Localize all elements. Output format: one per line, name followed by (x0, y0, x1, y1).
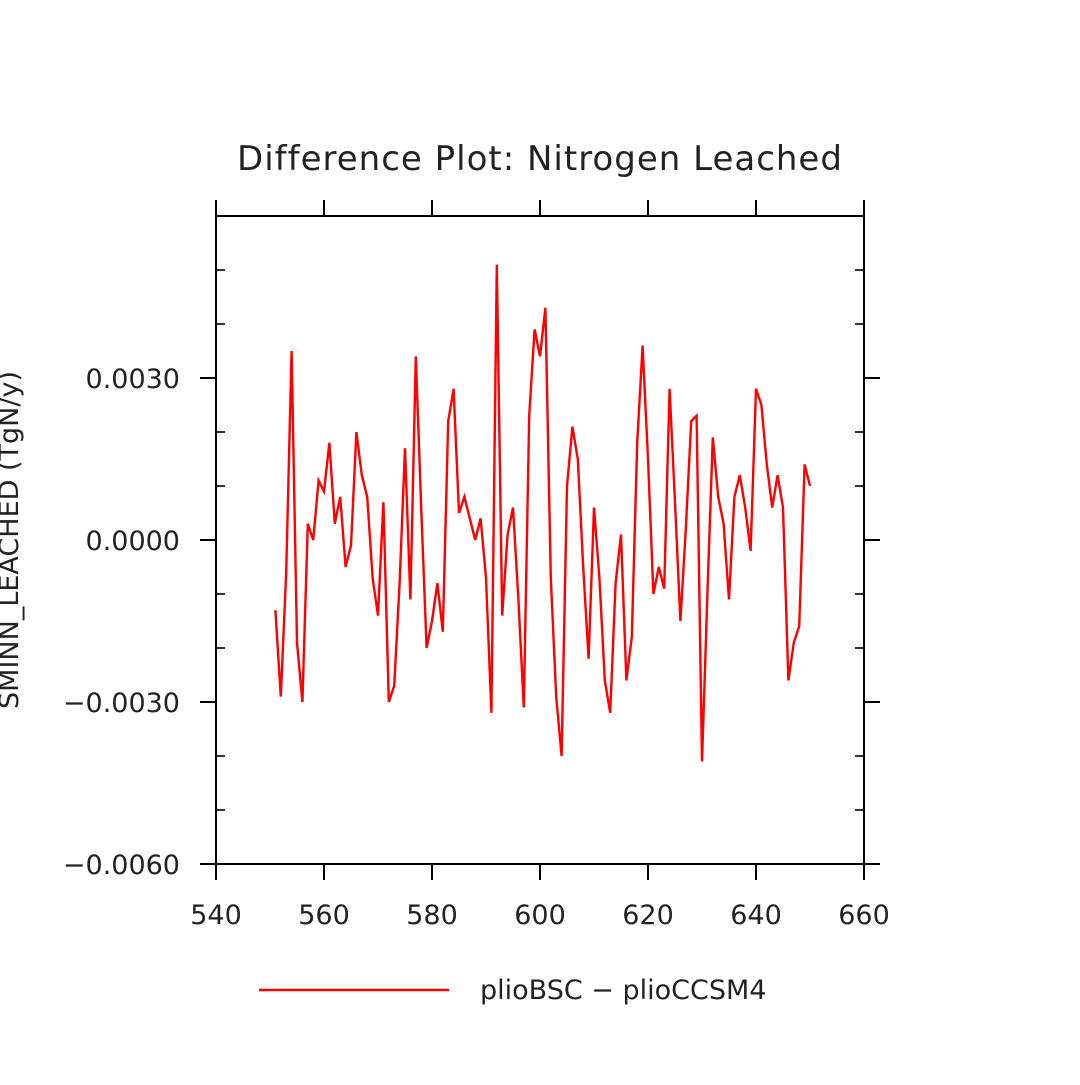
x-tick-label-4: 620 (622, 900, 674, 931)
y-tick-label-2: 0.0000 (86, 526, 180, 557)
x-tick-labels: 540 560 580 600 620 640 660 (190, 900, 890, 931)
y-tick-label-0: −0.0060 (63, 850, 180, 881)
plot-area (274, 264, 812, 762)
x-tick-label-6: 660 (838, 900, 890, 931)
x-tick-label-3: 600 (514, 900, 566, 931)
legend: plioBSC − plioCCSM4 (259, 975, 766, 1006)
series-line-pliobsc-minus-pliocsm4 (274, 264, 812, 762)
y-tick-label-1: −0.0030 (63, 688, 180, 719)
chart-title: Difference Plot: Nitrogen Leached (237, 139, 843, 179)
legend-label: plioBSC − plioCCSM4 (480, 975, 766, 1006)
x-axis-top (215, 200, 865, 216)
x-tick-label-0: 540 (190, 900, 242, 931)
x-tick-label-2: 580 (406, 900, 458, 931)
y-axis-label: SMINN_LEACHED (TgN/y) (0, 371, 25, 709)
y-tick-labels: −0.0060 −0.0030 0.0000 0.0030 (63, 364, 180, 881)
x-axis-bottom (215, 864, 865, 880)
y-axis-right (855, 269, 880, 865)
x-tick-label-1: 560 (298, 900, 350, 931)
x-tick-label-5: 640 (730, 900, 782, 931)
y-axis-left (200, 269, 225, 865)
y-tick-label-3: 0.0030 (86, 364, 180, 395)
